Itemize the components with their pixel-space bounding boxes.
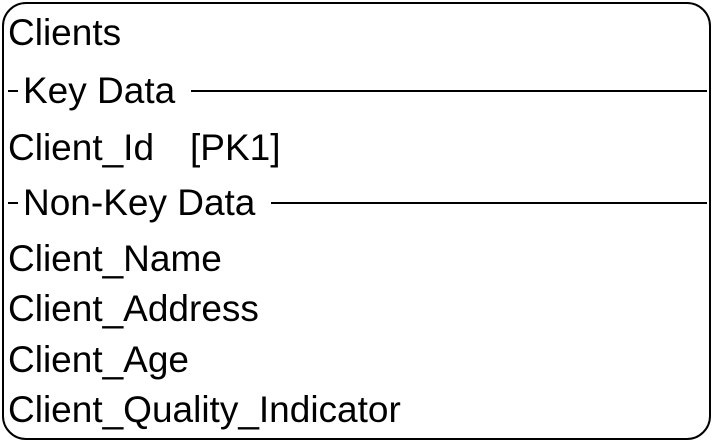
section-rule — [191, 90, 707, 92]
section-dash — [8, 202, 18, 204]
key-data-label: Key Data — [23, 70, 176, 111]
primary-key-tag: [PK1] — [190, 127, 281, 168]
attribute-row: Client_Age — [8, 339, 190, 380]
attribute-row: Client_Name — [8, 238, 222, 279]
nonkey-data-section-header: Non-Key Data — [8, 182, 707, 224]
key-attribute-row: Client_Id [PK1] — [8, 127, 281, 169]
key-attribute-name: Client_Id — [8, 127, 155, 168]
attribute-row: Client_Address — [8, 288, 259, 329]
entity-title: Clients — [8, 12, 122, 53]
nonkey-data-label: Non-Key Data — [23, 182, 256, 223]
section-dash — [8, 90, 18, 92]
attribute-row: Client_Quality_Indicator — [8, 389, 401, 430]
section-rule — [271, 202, 707, 204]
key-data-section-header: Key Data — [8, 70, 707, 112]
